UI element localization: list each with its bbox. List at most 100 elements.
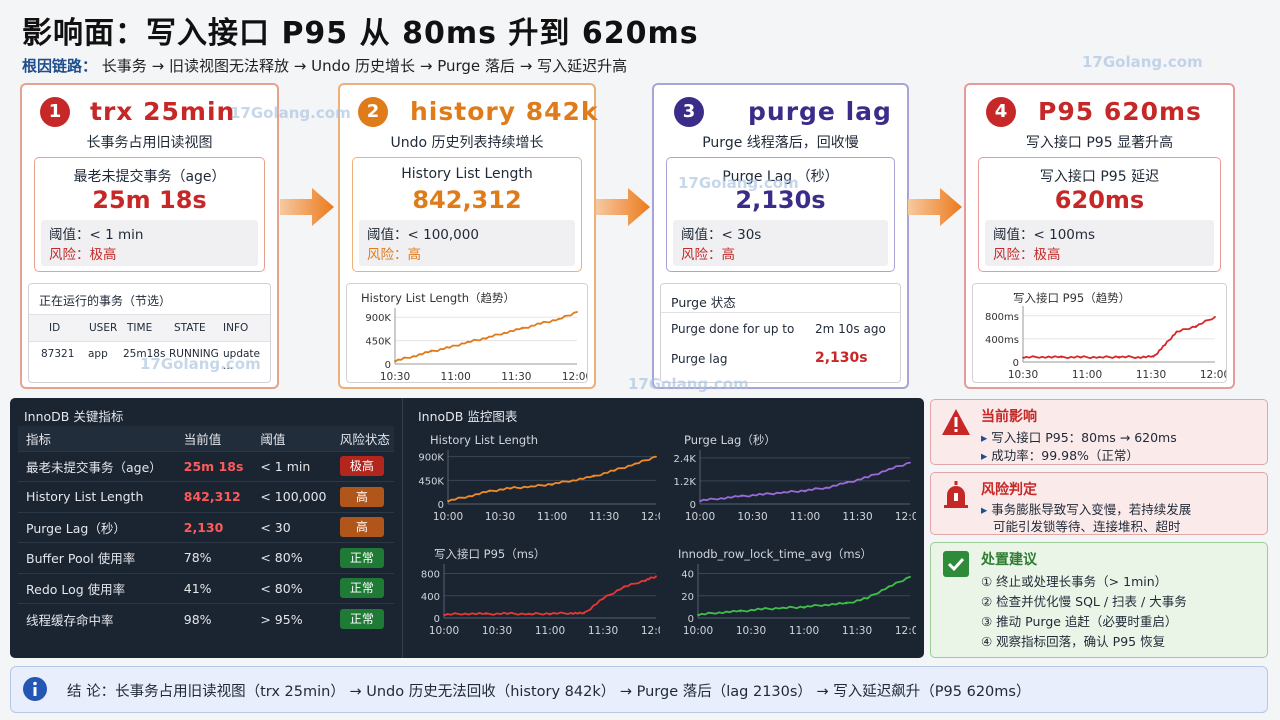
status-badge: 极高	[339, 456, 384, 477]
data-point	[783, 491, 785, 494]
threshold-text: 阈值：< 100,000	[367, 227, 479, 243]
x-tick-label: 10:30	[736, 625, 766, 637]
y-tick-label: 450K	[418, 476, 444, 487]
y-tick-label: 400ms	[985, 335, 1019, 346]
advice-line: ② 检查并优化慢 SQL / 扫表 / 大事务	[981, 594, 1187, 609]
data-point	[1098, 356, 1101, 359]
data-point	[741, 495, 743, 498]
data-point	[467, 495, 470, 498]
chain-step: 长事务	[101, 57, 147, 75]
x-tick-label: 10:00	[685, 511, 715, 523]
data-point	[909, 461, 911, 464]
metric-threshold: < 1 min	[260, 458, 311, 474]
card-headline: P95 620ms	[1038, 97, 1202, 126]
x-tick-label: 11:00	[789, 625, 819, 637]
p95-trend-panel: 写入接口 P95（趋势） 0 400ms 800ms 10:30 11:00 11:30 12…	[972, 283, 1227, 383]
impact-line: ▸ 写入接口 P95：80ms → 620ms	[981, 430, 1177, 445]
metric-label: 写入接口 P95 延迟	[1039, 169, 1160, 185]
x-tick-label: 11:00	[1072, 369, 1102, 381]
data-point	[412, 355, 415, 358]
impact-panel: 当前影响 ▸ 写入接口 P95：80ms → 620ms ▸ 成功率：99.98…	[930, 399, 1268, 465]
y-tick-label: 0	[385, 360, 391, 371]
advice-title: 处置建议	[981, 552, 1037, 568]
x-tick-label: 11:30	[842, 511, 872, 523]
right-arrow-icon	[596, 188, 650, 226]
data-point	[697, 613, 699, 616]
chain-arrow: →	[293, 57, 307, 75]
threshold-box: 阈值：< 100ms 风险：极高	[985, 220, 1214, 266]
purge-lag-label: Purge lag	[671, 352, 728, 366]
data-point	[539, 322, 542, 325]
y-tick-label: 800ms	[985, 312, 1019, 323]
x-tick-label: 10:00	[683, 625, 713, 637]
data-point	[1152, 355, 1155, 358]
trx-header-info: INFO	[223, 322, 249, 334]
data-point	[602, 597, 604, 600]
risk-text: 风险：高	[681, 247, 735, 263]
chart-title: 写入接口 P95（趋势）	[1013, 291, 1130, 305]
trx-header-id: ID	[49, 322, 61, 334]
metric-name: History List Length	[26, 489, 144, 505]
data-point	[1164, 343, 1166, 346]
x-tick-label: 10:30	[737, 511, 767, 523]
purge-done-value: 2m 10s ago	[815, 322, 886, 336]
data-point	[762, 493, 764, 496]
metric-name: Purge Lag（秒）	[26, 520, 126, 536]
metrics-table-title: InnoDB 关键指标	[24, 409, 124, 424]
trx-cell-user: app	[88, 348, 108, 360]
advice-panel: 处置建议 ① 终止或处理长事务（> 1min） ② 检查并优化慢 SQL / 扫…	[930, 542, 1268, 658]
data-point	[1079, 356, 1082, 358]
data-point	[739, 610, 742, 613]
step-badge-3: 3	[674, 97, 704, 127]
metrics-row: Buffer Pool 使用率 78% < 80% 正常	[18, 542, 394, 574]
step-badge-2: 2	[358, 97, 388, 127]
y-tick-label: 900K	[365, 313, 391, 324]
y-tick-label: 0	[690, 500, 696, 511]
x-tick-label: 11:00	[790, 511, 820, 523]
x-tick-label: 11:00	[537, 511, 567, 523]
card-headline: purge lag	[748, 97, 892, 126]
risk-line: ▸ 事务膨胀导致写入变慢，若持续发展	[981, 502, 1192, 517]
card-subtitle: Purge 线程落后，回收慢	[702, 135, 859, 151]
metric-value: 620ms	[1054, 186, 1145, 214]
x-tick-label: 12:00	[1200, 369, 1227, 381]
data-point	[845, 602, 848, 605]
data-point	[1022, 356, 1024, 359]
data-point	[803, 605, 805, 608]
card-subtitle: Undo 历史列表持续增长	[390, 135, 544, 151]
x-tick-label: 10:30	[1008, 369, 1038, 381]
step-badge-4: 4	[986, 97, 1016, 127]
series-line	[394, 311, 578, 363]
y-tick-label: 450K	[365, 337, 391, 348]
risk-judgement-title: 风险判定	[981, 482, 1037, 498]
metric-name: Buffer Pool 使用率	[26, 551, 136, 567]
data-point	[466, 341, 469, 344]
step-badge-1: 1	[40, 97, 70, 127]
threshold-text: 阈值：< 30s	[681, 227, 762, 243]
metric-box: 写入接口 P95 延迟 620ms 阈值：< 100ms 风险：极高	[978, 157, 1221, 272]
charts-title: InnoDB 监控图表	[418, 409, 518, 424]
watermark: 17Golang.com	[1082, 53, 1203, 71]
status-badge: 高	[339, 486, 384, 507]
metric-threshold: < 100,000	[260, 489, 327, 505]
col-status: 风险状态	[339, 431, 390, 447]
data-point	[888, 468, 890, 471]
metric-value: 2,130s	[735, 186, 826, 214]
series-line	[443, 575, 657, 617]
chain-arrow: →	[419, 57, 433, 75]
data-point	[613, 469, 616, 472]
col-current: 当前值	[183, 431, 222, 447]
data-point	[430, 350, 433, 353]
trx-cell-info: update ...	[223, 348, 260, 372]
series-line	[697, 576, 911, 617]
advice-line: ① 终止或处理长事务（> 1min）	[981, 574, 1168, 589]
metric-value: 842,312	[412, 186, 522, 214]
watermark: 17Golang.com	[628, 375, 749, 393]
status-badge: 正常	[339, 609, 384, 629]
data-point	[576, 311, 578, 313]
watermark: 17Golang.com	[230, 104, 351, 122]
dash-hll-chart: History List Length 0 450K 900K 10:00 10:30 11…	[418, 433, 660, 523]
metric-value: 25m 18s	[92, 186, 207, 214]
data-point	[1175, 331, 1178, 333]
info-icon	[23, 677, 47, 701]
